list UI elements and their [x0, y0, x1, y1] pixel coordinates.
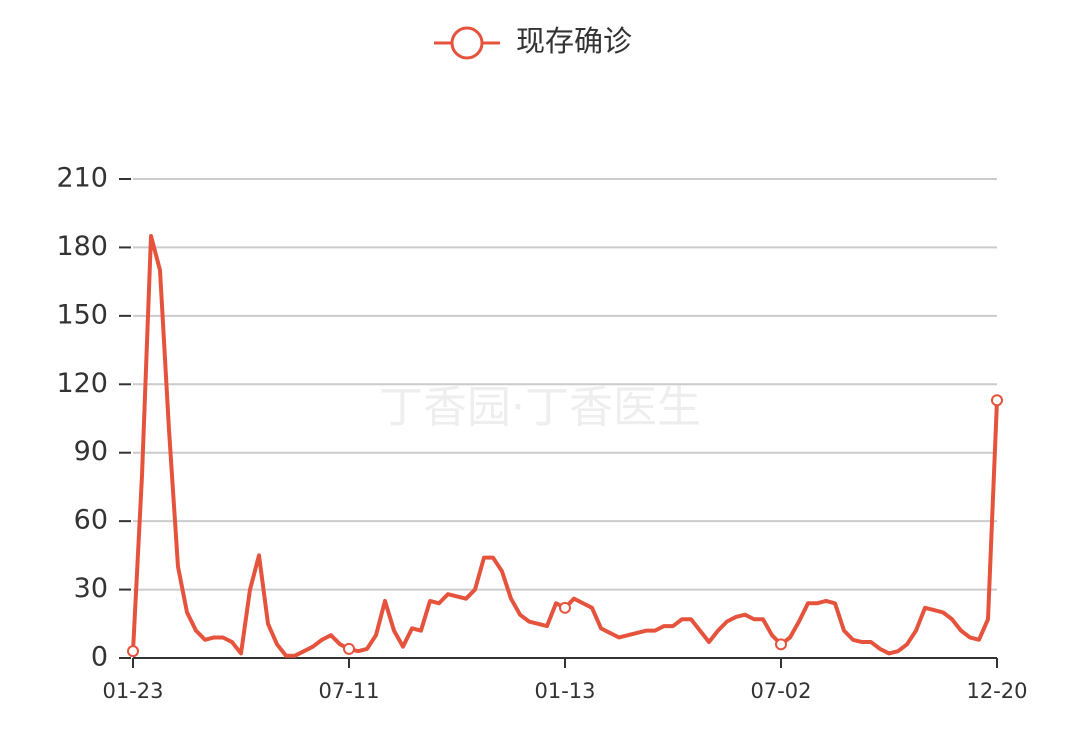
y-tick-label: 90	[74, 436, 108, 467]
y-tick-label: 60	[74, 505, 108, 536]
point-marker	[127, 645, 139, 658]
legend-marker	[450, 26, 484, 60]
x-tick-label: 01-13	[534, 679, 595, 703]
watermark: 丁香园·丁香医生	[379, 382, 701, 433]
x-tick-label: 07-02	[750, 679, 811, 703]
y-tick-label: 30	[74, 573, 108, 604]
y-tick-label: 180	[56, 231, 108, 262]
y-tick-label: 0	[91, 642, 108, 673]
point-marker	[559, 601, 571, 614]
line	[131, 234, 999, 658]
legend-label: 现存确诊	[516, 24, 632, 58]
y-tick-label: 150	[56, 299, 108, 330]
x-tick-label: 07-11	[318, 679, 379, 703]
x-tick-label: 01-23	[102, 679, 163, 703]
x-tick-label: 12-20	[966, 679, 1027, 703]
point-marker	[991, 394, 1003, 407]
y-tick-label: 210	[56, 163, 108, 194]
point-marker	[775, 638, 787, 651]
point-marker	[343, 642, 355, 655]
y-tick-label: 120	[56, 368, 108, 399]
